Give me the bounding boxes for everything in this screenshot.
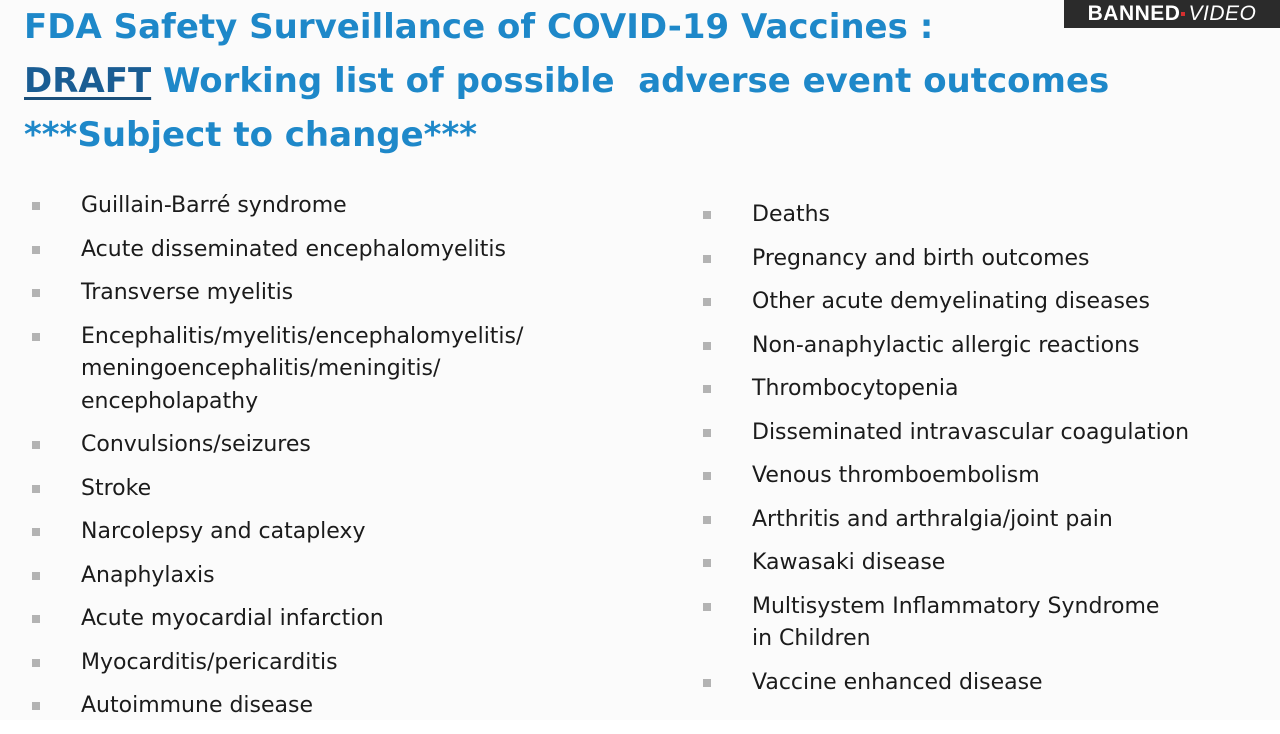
square-bullet-icon: [703, 678, 711, 687]
square-bullet-icon: [32, 245, 40, 254]
square-bullet-icon: [32, 615, 40, 623]
list-item: Disseminated intravascular coagulation: [703, 417, 1263, 450]
list-item-text: Venous thromboembolism: [752, 463, 1040, 488]
list-item: Stroke: [32, 473, 652, 506]
title-line-1: FDA Safety Surveillance of COVID-19 Vacc…: [24, 7, 934, 47]
title-line-2: DRAFT Working list of possible adverse e…: [24, 54, 1124, 108]
square-bullet-icon: [703, 341, 711, 350]
list-item-text: Other acute demyelinating diseases: [752, 289, 1150, 314]
list-item-text: Acute disseminated encephalomyelitis: [81, 236, 506, 262]
list-item-text: Vaccine enhanced disease: [752, 669, 1043, 695]
logo-dot-icon: [1181, 12, 1186, 16]
list-item-text: Convulsions/seizures: [81, 432, 311, 457]
list-item: Venous thromboembolism: [703, 460, 1263, 493]
square-bullet-icon: [703, 298, 711, 306]
list-item: Thrombocytopenia: [703, 373, 1263, 406]
list-item: Anaphylaxis: [32, 560, 652, 593]
list-item: Autoimmune disease: [32, 690, 652, 723]
list-item-text: Stroke: [81, 475, 152, 501]
list-item: Deaths: [703, 199, 1263, 232]
list-item: Narcolepsy and cataplexy: [32, 516, 652, 549]
square-bullet-icon: [32, 658, 40, 667]
list-item: Pregnancy and birth outcomes: [703, 243, 1263, 276]
list-item-text: Deaths: [752, 202, 830, 227]
list-item-text: Kawasaki disease: [752, 550, 946, 575]
list-item: Convulsions/seizures: [32, 429, 652, 462]
square-bullet-icon: [703, 472, 711, 480]
square-bullet-icon: [32, 702, 40, 710]
list-item: Other acute demyelinating diseases: [703, 286, 1263, 319]
list-item: Encephalitis/myelitis/encephalomyelitis/…: [32, 321, 652, 419]
square-bullet-icon: [703, 385, 711, 393]
banned-video-logo: BANNED VIDEO: [1064, 0, 1280, 28]
list-item: Arthritis and arthralgia/joint pain: [703, 504, 1263, 537]
list-item-text: Thrombocytopenia: [752, 376, 959, 401]
list-item-text: Guillain-Barré syndrome: [81, 193, 347, 218]
list-item-text: Arthritis and arthralgia/joint pain: [752, 506, 1113, 532]
square-bullet-icon: [703, 254, 711, 263]
title-line-3: ***Subject to change***: [24, 115, 478, 155]
right-outcome-list: Deaths Pregnancy and birth outcomes Other …: [703, 199, 1263, 710]
square-bullet-icon: [703, 602, 711, 611]
list-item-text: Anaphylaxis: [81, 562, 215, 588]
list-item-text: Myocarditis/pericarditis: [81, 649, 338, 675]
square-bullet-icon: [703, 559, 711, 567]
title-line-2-text: Working list of possible adverse event o…: [151, 61, 1110, 101]
list-item-text: Autoimmune disease: [81, 693, 314, 718]
list-item-text: Acute myocardial infarction: [81, 606, 384, 631]
list-item: Myocarditis/pericarditis: [32, 647, 652, 680]
square-bullet-icon: [703, 428, 711, 437]
draft-label: DRAFT: [24, 61, 152, 101]
square-bullet-icon: [32, 441, 40, 449]
left-outcome-list: Guillain-Barré syndrome Acute disseminate…: [32, 190, 652, 734]
square-bullet-icon: [32, 528, 40, 536]
list-item-text: Disseminated intravascular coagulation: [752, 419, 1190, 445]
list-item: Transverse myelitis: [32, 277, 652, 310]
slide-title: FDA Safety Surveillance of COVID-19 Vacc…: [24, 0, 1124, 162]
list-item-text: Pregnancy and birth outcomes: [752, 245, 1090, 271]
square-bullet-icon: [32, 289, 40, 297]
list-item: Acute disseminated encephalomyelitis: [32, 234, 652, 267]
list-item: Non-anaphylactic allergic reactions: [703, 330, 1263, 363]
square-bullet-icon: [32, 484, 40, 493]
logo-text-banned: BANNED: [1087, 2, 1181, 25]
square-bullet-icon: [32, 332, 40, 341]
list-item: Vaccine enhanced disease: [703, 667, 1263, 700]
logo-text-video: VIDEO: [1188, 2, 1257, 25]
square-bullet-icon: [703, 515, 711, 524]
list-item-text: Transverse myelitis: [81, 280, 294, 305]
list-item: Multisystem Inflammatory Syndrome in Chi…: [703, 591, 1263, 656]
list-item-text: Encephalitis/myelitis/encephalomyelitis/…: [81, 323, 524, 414]
list-item-text: Multisystem Inflammatory Syndrome in Chi…: [752, 593, 1160, 652]
square-bullet-icon: [32, 571, 40, 580]
list-item: Guillain-Barré syndrome: [32, 190, 652, 223]
list-item-text: Narcolepsy and cataplexy: [81, 519, 366, 544]
list-item: Acute myocardial infarction: [32, 603, 652, 636]
list-item-text: Non-anaphylactic allergic reactions: [752, 332, 1140, 358]
list-item: Kawasaki disease: [703, 547, 1263, 580]
square-bullet-icon: [32, 202, 40, 210]
square-bullet-icon: [703, 211, 711, 219]
